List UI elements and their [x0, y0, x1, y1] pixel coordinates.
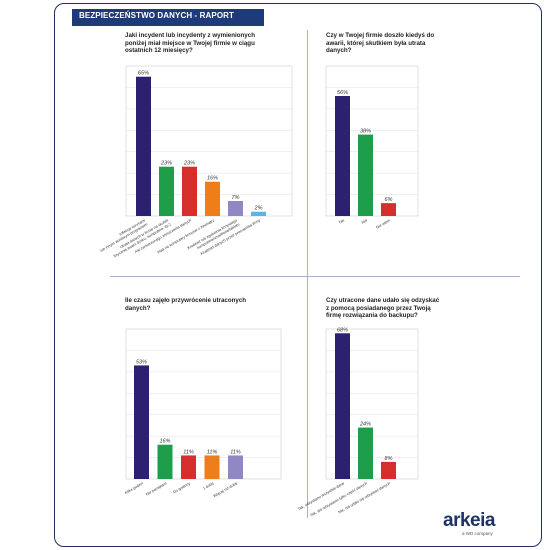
- plot-area: [125, 328, 282, 480]
- bar: [134, 365, 149, 479]
- chart-backup: 68%Tak, odzyskano wszystkie dane24%Tak, …: [297, 327, 419, 517]
- chart-failure: 56% Tak 38% Nie 6% Nie wiem: [325, 65, 419, 230]
- data-label: 6%: [385, 197, 393, 203]
- data-label: 16%: [159, 439, 170, 445]
- bar: [381, 203, 396, 216]
- chart-recovery-time: 53% Kilka godzin 16% Nie pamiętam 11% Do godz…: [124, 328, 282, 498]
- bar: [205, 181, 220, 216]
- bar: [358, 134, 373, 216]
- bar: [159, 166, 174, 216]
- category-label: Nie pamiętam: [145, 481, 167, 496]
- data-label: 23%: [183, 161, 195, 167]
- question-line: danych?: [125, 304, 151, 312]
- logo-tagline: a WD company: [462, 531, 493, 536]
- data-label: 65%: [138, 71, 149, 77]
- question-incidents: Jaki incydent lub incydenty z wymieniony…: [125, 32, 305, 55]
- bar: [181, 455, 196, 479]
- data-label: 11%: [183, 449, 194, 455]
- question-line: ostatnich 12 miesięcy?: [125, 47, 193, 55]
- question-line: firmę rozwiązania do backupu?: [326, 312, 418, 320]
- question-line: Jaki incydent lub incydenty z wymieniony…: [125, 32, 255, 39]
- category-label: Nie: [361, 218, 368, 224]
- data-label: 56%: [337, 90, 348, 96]
- question-backup: Czy utracone dane udało się odzyskać z p…: [326, 297, 496, 320]
- question-line: Ile czasu zajęło przywrócenie utraconych: [125, 297, 247, 304]
- data-label: 16%: [207, 176, 218, 182]
- vertical-divider: [307, 30, 308, 518]
- chart-incidents: 65%Infekcje wirusamilub innym złośliwym …: [100, 65, 293, 258]
- arkeia-logo: arkeia: [443, 510, 495, 531]
- question-line: awarii, której skutkiem była utrata: [326, 39, 426, 47]
- bar: [157, 444, 173, 479]
- report-title: BEZPIECZEŃSTWO DANYCH - RAPORT: [79, 11, 234, 20]
- question-line: danych?: [326, 47, 352, 55]
- data-label: 11%: [230, 449, 241, 455]
- bar: [335, 96, 350, 216]
- data-label: 2%: [254, 206, 263, 212]
- category-label: 1 dobę: [202, 481, 214, 490]
- report-header-bar: [72, 9, 264, 26]
- question-line: Czy utracone dane udało się odzyskać: [326, 297, 440, 304]
- question-failure: Czy w Twojej firmie doszło kiedyś do awa…: [326, 32, 486, 55]
- data-label: 24%: [359, 422, 371, 428]
- category-label: Kilka godzin: [124, 481, 144, 495]
- data-label: 11%: [207, 449, 218, 455]
- category-label: Więcej niż dobę: [213, 481, 238, 498]
- bar: [228, 455, 243, 479]
- bar: [182, 166, 197, 216]
- bar: [335, 333, 350, 479]
- data-label: 23%: [160, 161, 172, 167]
- data-label: 68%: [337, 327, 348, 333]
- bar: [228, 201, 243, 216]
- question-recovery-time: Ile czasu zajęło przywrócenie utraconych…: [125, 297, 285, 312]
- question-line: poniżej miał miejsce w Twojej firmie w c…: [125, 39, 255, 47]
- category-label: Nie wiem: [375, 218, 391, 229]
- bar: [381, 461, 396, 479]
- question-line: z pomocą posiadanego przez Twoją: [326, 304, 431, 312]
- horizontal-divider: [110, 276, 520, 277]
- data-label: 7%: [232, 195, 240, 201]
- bar: [358, 427, 373, 479]
- question-line: Czy w Twojej firmie doszło kiedyś do: [326, 32, 435, 39]
- data-label: 53%: [136, 359, 147, 365]
- data-label: 8%: [385, 456, 393, 462]
- bar: [251, 211, 266, 216]
- bar: [204, 455, 220, 479]
- category-label: Tak: [338, 218, 345, 224]
- category-label: Do godziny: [173, 481, 192, 494]
- data-label: 38%: [360, 129, 371, 135]
- bar: [136, 76, 151, 216]
